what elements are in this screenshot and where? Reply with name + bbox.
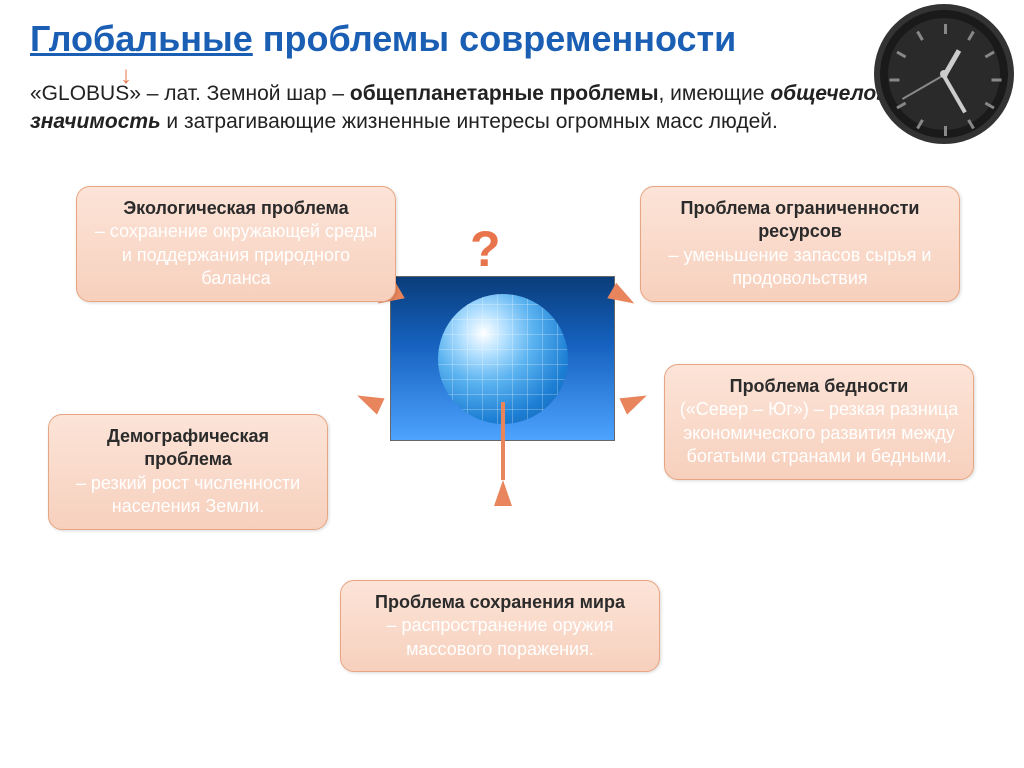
subtitle-part3: и затрагивающие жизненные интересы огром… [161,110,778,133]
subtitle-text: «GLOBUS» – лат. Земной шар – общепланета… [0,68,1024,137]
box-resources-title: Проблема ограниченности ресурсов [655,197,945,244]
diagram-container: ? Экологическая проблема – сохранение ок… [0,180,1024,750]
box-poverty-desc: («Север – Юг») – резкая разница экономич… [680,399,958,466]
arrow-to-poverty [619,387,650,414]
clock-decoration [874,4,1014,144]
box-poverty: Проблема бедности («Север – Юг») – резка… [664,364,974,480]
subtitle-part2: , имеющие [659,82,771,105]
page-title: Глобальные проблемы современности [0,0,1024,68]
box-demographic-desc: – резкий рост численности населения Земл… [76,473,300,516]
box-demographic: Демографическая проблема – резкий рост ч… [48,414,328,530]
subtitle-highlight1: общепланетарные проблемы [350,82,659,105]
question-mark-icon: ? [470,220,501,278]
box-poverty-title: Проблема бедности [679,375,959,398]
box-peace-desc: – распространение оружия массового пораж… [387,615,614,658]
arrow-to-demographic [353,387,384,414]
box-resources-desc: – уменьшение запасов сырья и продовольст… [669,245,932,288]
clock-face [888,18,1000,130]
title-underlined: Глобальные [30,18,253,59]
box-resources: Проблема ограниченности ресурсов – умень… [640,186,960,302]
arrow-to-peace [494,480,512,506]
box-peace: Проблема сохранения мира – распространен… [340,580,660,672]
arrow-down-icon: ↓ [120,62,132,90]
box-ecological-desc: – сохранение окружающей среды и поддержа… [95,221,377,288]
second-hand [902,74,945,100]
subtitle-part1: «GLOBUS» – лат. Земной шар – [30,82,350,105]
box-peace-title: Проблема сохранения мира [355,591,645,614]
title-rest: проблемы современности [253,18,737,59]
box-demographic-title: Демографическая проблема [63,425,313,472]
box-ecological-title: Экологическая проблема [91,197,381,220]
minute-hand [942,75,966,113]
box-ecological: Экологическая проблема – сохранение окру… [76,186,396,302]
